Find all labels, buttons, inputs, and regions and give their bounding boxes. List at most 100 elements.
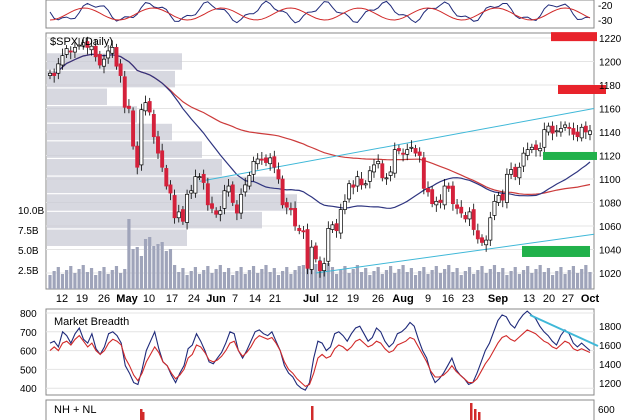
- candle-up: [309, 246, 314, 270]
- candle-up: [363, 183, 368, 186]
- support-band: [522, 245, 590, 257]
- candle-up: [563, 124, 568, 128]
- nhnl-bar: [311, 406, 314, 420]
- candle-down: [164, 168, 169, 187]
- candle-up: [529, 146, 534, 150]
- volume-bar: [222, 272, 227, 289]
- candle-down: [446, 185, 451, 189]
- volume-bar: [281, 271, 285, 289]
- candle-down: [147, 101, 152, 113]
- volume-bar: [405, 272, 409, 289]
- volume-bar: [85, 272, 89, 289]
- x-axis-label: Jun: [206, 293, 226, 305]
- volume-bar: [480, 266, 484, 289]
- candle-up: [484, 239, 489, 246]
- volume-bar: [513, 267, 517, 289]
- price-tick-label: 1220: [599, 34, 622, 45]
- candle-up: [504, 173, 509, 203]
- volume-bar: [409, 268, 413, 289]
- volume-bar: [94, 275, 98, 289]
- volume-bars: [48, 219, 592, 289]
- volume-bar: [434, 266, 438, 289]
- volume-bar: [148, 237, 152, 289]
- breadth-divergence-line: [529, 314, 599, 347]
- candle-down: [214, 210, 219, 215]
- candle-down: [297, 228, 302, 232]
- candle-down: [475, 230, 480, 240]
- breadth-left-tick: 700: [20, 328, 37, 339]
- nhnl-bar: [470, 403, 473, 420]
- price-title: $SPX (Daily): [50, 36, 113, 48]
- candle-up: [330, 224, 335, 230]
- top-right-tick-label: -30: [598, 16, 613, 27]
- volume-bar: [555, 271, 559, 289]
- candle-up: [189, 190, 194, 194]
- candle-down: [430, 189, 435, 205]
- candle-down: [413, 148, 418, 154]
- x-axis-label: Aug: [392, 293, 413, 305]
- volume-by-price-bar: [47, 88, 107, 105]
- candle-down: [426, 188, 430, 193]
- volume-bar: [588, 272, 592, 289]
- x-axis-label: 16: [442, 293, 454, 305]
- volume-bar: [239, 267, 243, 289]
- breadth-right-tick: 1800: [599, 322, 622, 333]
- candle-up: [185, 193, 190, 223]
- volume-bar: [472, 274, 476, 289]
- candle-down: [284, 202, 289, 208]
- x-axis-label: 26: [372, 293, 384, 305]
- candle-up: [60, 55, 65, 66]
- volume-bar: [418, 271, 422, 289]
- x-axis-label: 7: [232, 293, 238, 305]
- candle-down: [396, 148, 401, 152]
- candle-up: [496, 195, 501, 203]
- volume-by-price-bar: [47, 211, 262, 229]
- x-axis-label: 23: [462, 293, 474, 305]
- candle-down: [288, 208, 293, 210]
- candle-down: [93, 45, 98, 58]
- candle-up: [509, 169, 514, 175]
- volume-bar: [571, 266, 575, 289]
- candle-down: [359, 178, 364, 186]
- candle-up: [554, 130, 559, 133]
- candle-up: [176, 211, 181, 219]
- support-resistance-marks: [522, 32, 606, 257]
- candle-up: [588, 130, 592, 135]
- candle-down: [276, 169, 281, 180]
- volume-bar: [247, 270, 251, 289]
- volume-bar: [401, 265, 405, 289]
- price-tick-label: 1080: [599, 199, 622, 210]
- volume-bar: [542, 272, 546, 289]
- candle-down: [135, 145, 140, 168]
- candle-up: [143, 102, 148, 112]
- x-axis-label: 24: [188, 293, 200, 305]
- x-axis-label: 12: [56, 293, 68, 305]
- candle-up: [434, 200, 439, 206]
- volume-bar: [584, 265, 588, 289]
- x-axis-label: 19: [347, 293, 359, 305]
- volume-tick-label: 2.5B: [18, 266, 39, 277]
- volume-bar: [563, 274, 567, 289]
- candle-up: [392, 149, 397, 174]
- candle-down: [583, 125, 588, 133]
- volume-tick-labels: 10.0B 7.5B 5.0B 2.5B: [18, 206, 44, 277]
- volume-by-price-bar: [47, 159, 222, 176]
- candle-down: [126, 105, 131, 109]
- candle-up: [251, 161, 256, 175]
- candle-down: [122, 76, 127, 108]
- volume-bar: [438, 273, 443, 289]
- volume-bar: [389, 266, 393, 289]
- candle-up: [89, 45, 94, 51]
- volume-bar: [426, 274, 430, 289]
- x-axis-label: Jul: [303, 293, 319, 305]
- candle-down: [571, 128, 576, 135]
- candle-down: [293, 208, 298, 227]
- x-axis-label: 19: [76, 293, 88, 305]
- volume-bar: [73, 273, 77, 289]
- volume-bar: [430, 270, 434, 289]
- candle-up: [72, 47, 77, 53]
- top-indicator-lines: [49, 0, 591, 24]
- volume-bar: [193, 267, 197, 289]
- volume-bar: [177, 272, 181, 289]
